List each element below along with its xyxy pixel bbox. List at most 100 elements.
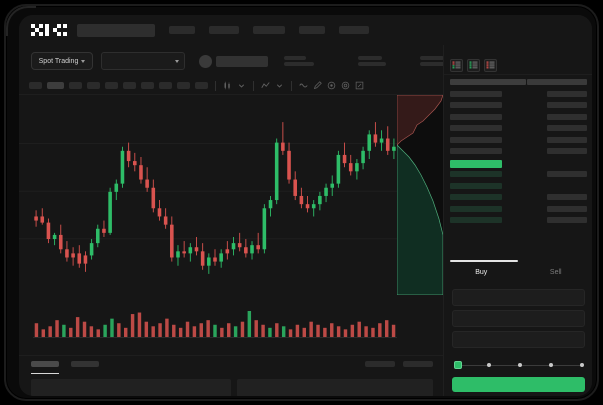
amount-slider[interactable] — [454, 361, 585, 371]
orders-tab-0[interactable] — [31, 361, 59, 367]
timeframe-button-6[interactable] — [141, 82, 154, 89]
top-header — [19, 15, 592, 45]
orderbook-row-value — [547, 90, 587, 97]
chevron-down-icon — [81, 59, 86, 63]
orderbook-ask-row[interactable] — [450, 79, 526, 85]
timeframe-button-1[interactable] — [47, 82, 64, 89]
settings-icon[interactable] — [341, 81, 350, 90]
timeframe-button-2[interactable] — [69, 82, 82, 89]
orders-tab-indicator — [31, 373, 59, 374]
orderbook-ask-row[interactable] — [450, 113, 502, 120]
wave-icon[interactable] — [299, 81, 308, 90]
timeframe-button-9[interactable] — [195, 82, 208, 89]
slider-node-2[interactable] — [518, 362, 522, 367]
orderbook-ask-row[interactable] — [450, 90, 502, 97]
orderbook-bid-row[interactable] — [450, 171, 502, 177]
market-stat-0 — [284, 56, 314, 66]
volume-bars — [33, 311, 397, 338]
timeframe-button-5[interactable] — [123, 82, 136, 89]
nav-item-2[interactable] — [253, 26, 285, 34]
market-type-dropdown[interactable]: Spot Trading — [31, 52, 93, 70]
chevron-down-icon[interactable] — [237, 81, 246, 90]
tab-buy[interactable]: Buy — [475, 268, 488, 276]
timeframe-button-4[interactable] — [105, 82, 118, 89]
okx-trading-app: Spot Trading — [19, 15, 592, 396]
orderbook-bid-row[interactable] — [450, 182, 502, 189]
slider-node-4[interactable] — [580, 362, 584, 367]
orders-tab-1[interactable] — [71, 361, 99, 367]
tab-sell[interactable]: Sell — [549, 268, 562, 276]
amount-field[interactable] — [452, 310, 585, 327]
orderbook-bid-row[interactable] — [450, 194, 502, 200]
timeframe-button-0[interactable] — [29, 82, 42, 89]
orders-panel-tabs — [31, 361, 99, 367]
market-stat-2 — [420, 56, 448, 66]
timeframe-button-8[interactable] — [177, 82, 190, 89]
orderbook-row-value — [547, 205, 587, 212]
toolbar-divider — [215, 80, 216, 91]
slider-node-3[interactable] — [549, 362, 553, 367]
search-input[interactable] — [77, 23, 155, 37]
orderbook-ask-row[interactable] — [450, 148, 502, 154]
orderbook-row-value — [547, 136, 587, 143]
orderbook-ask-row[interactable] — [450, 136, 502, 143]
magnet-icon[interactable] — [327, 81, 336, 90]
orders-content-block-0 — [31, 379, 231, 396]
orderbook-row-value — [547, 148, 587, 154]
sub-header: Spot Trading — [19, 45, 592, 77]
orderbook-row-value — [547, 217, 587, 223]
coin-avatar — [199, 54, 212, 68]
nav-item-0[interactable] — [169, 26, 195, 34]
pencil-icon[interactable] — [313, 81, 322, 90]
toolbar-divider — [253, 80, 254, 91]
fullscreen-icon[interactable] — [355, 81, 364, 90]
nav-item-1[interactable] — [209, 26, 239, 34]
total-field[interactable] — [452, 331, 585, 348]
orderbook-mixed-icon[interactable] — [450, 59, 463, 72]
orderbook-row-value — [547, 102, 587, 108]
timeframe-button-7[interactable] — [159, 82, 172, 89]
chevron-down-icon — [175, 59, 179, 63]
market-type-label: Spot Trading — [38, 57, 79, 65]
pair-price-label — [216, 55, 268, 67]
market-stat-1 — [358, 56, 386, 66]
chart-gridlines — [19, 143, 397, 240]
chevron-down-icon[interactable] — [275, 81, 284, 90]
orderbook-row-value — [547, 194, 587, 200]
chart-toolbar — [19, 77, 443, 95]
orderbook-row-value — [547, 125, 587, 131]
orders-panel-actions — [365, 361, 433, 367]
orders-action-1[interactable] — [403, 361, 433, 367]
trading-pair-dropdown[interactable] — [101, 52, 185, 70]
right-panel: Buy Sell — [443, 45, 592, 396]
submit-buy-button[interactable] — [452, 377, 585, 392]
orderbook-bid-row[interactable] — [450, 205, 502, 212]
nav-item-4[interactable] — [339, 26, 369, 34]
chart-candles — [34, 122, 396, 274]
orderbook-bids-icon[interactable] — [467, 59, 480, 72]
order-form-tabs: Buy Sell — [444, 259, 592, 281]
indicator-icon[interactable] — [261, 81, 270, 90]
order-form-tab-indicator — [450, 260, 518, 262]
slider-node-1[interactable] — [487, 362, 491, 367]
candlestick-icon[interactable] — [223, 81, 232, 90]
orderbook-mode-switcher — [444, 57, 592, 75]
slider-handle[interactable] — [454, 361, 462, 369]
price-field[interactable] — [452, 289, 585, 306]
nav-item-3[interactable] — [299, 26, 325, 34]
orderbook-row-highlight[interactable] — [450, 159, 502, 168]
timeframe-button-3[interactable] — [87, 82, 100, 89]
orderbook-row-value — [527, 79, 587, 85]
volume-histogram[interactable] — [19, 293, 443, 355]
orderbook-asks-icon[interactable] — [484, 59, 497, 72]
okx-logo[interactable] — [31, 24, 69, 36]
orderbook[interactable] — [444, 77, 592, 257]
orderbook-ask-row[interactable] — [450, 102, 502, 108]
orders-content-block-1 — [237, 379, 433, 396]
candlestick-chart[interactable] — [19, 95, 443, 293]
orderbook-ask-row[interactable] — [450, 125, 502, 131]
orderbook-bid-row[interactable] — [450, 217, 502, 223]
orderbook-row-value — [547, 113, 587, 120]
toolbar-divider — [291, 80, 292, 91]
orders-action-0[interactable] — [365, 361, 395, 367]
